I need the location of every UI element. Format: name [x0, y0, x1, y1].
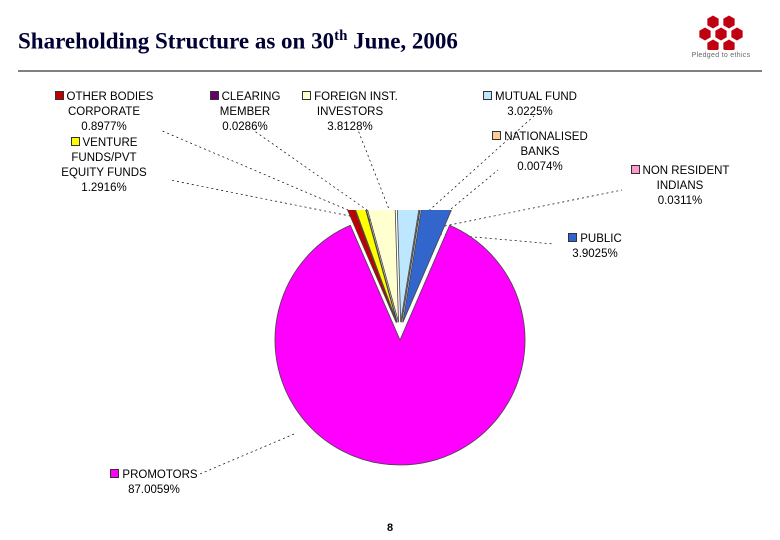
slide: Shareholding Structure as on 30th June, …	[0, 0, 780, 540]
chart-area: OTHER BODIESCORPORATE0.8977%VENTUREFUNDS…	[0, 80, 780, 512]
swatch-promotors	[110, 469, 119, 478]
legend-public: PUBLIC3.9025%	[550, 232, 640, 262]
swatch-nationalised_banks	[492, 131, 501, 140]
legend-clearing_member: CLEARINGMEMBER0.0286%	[200, 90, 290, 135]
title-super: th	[334, 28, 347, 44]
swatch-fii	[302, 91, 311, 100]
page-number: 8	[0, 522, 780, 534]
swatch-other_bodies_corporate	[55, 91, 64, 100]
legend-promotors: PROMOTORS87.0059%	[94, 468, 214, 498]
page-title: Shareholding Structure as on 30th June, …	[18, 28, 762, 55]
swatch-public	[568, 233, 577, 242]
legend-nationalised_banks: NATIONALISEDBANKS0.0074%	[480, 130, 600, 175]
legend-mutual_fund: MUTUAL FUND3.0225%	[470, 90, 590, 120]
swatch-mutual_fund	[483, 91, 492, 100]
logo-icon	[699, 14, 743, 50]
title-prefix: Shareholding Structure as on 30	[18, 29, 334, 54]
swatch-clearing_member	[210, 91, 219, 100]
legend-fii: FOREIGN INST.INVESTORS3.8128%	[290, 90, 410, 135]
legend-nri: NON RESIDENTINDIANS0.0311%	[620, 164, 740, 209]
legend-venture_funds: VENTUREFUNDS/PVTEQUITY FUNDS1.2916%	[44, 136, 164, 196]
swatch-nri	[631, 165, 640, 174]
title-suffix: June, 2006	[347, 29, 458, 54]
logo-tagline: Pledged to ethics	[682, 52, 760, 59]
swatch-venture_funds	[71, 137, 80, 146]
leader-line	[358, 130, 394, 222]
legend-other_bodies_corporate: OTHER BODIESCORPORATE0.8977%	[44, 90, 164, 135]
leader-line	[160, 130, 376, 222]
title-bar: Shareholding Structure as on 30th June, …	[18, 28, 762, 72]
logo: Pledged to ethics	[682, 14, 760, 59]
pie-chart	[270, 210, 550, 490]
leader-line	[253, 130, 384, 222]
